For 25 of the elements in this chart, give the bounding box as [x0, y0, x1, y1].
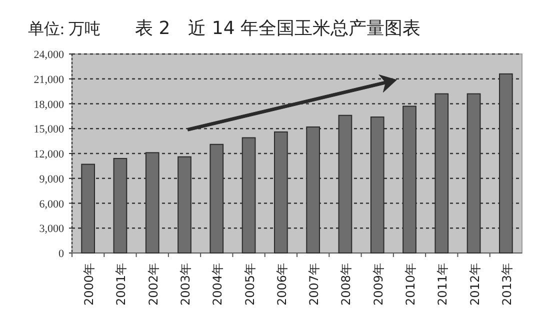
y-tick-label: 24,000: [34, 49, 64, 61]
x-tick-label: 2006年: [274, 263, 289, 306]
y-tick-label: 21,000: [34, 74, 64, 86]
y-axis-title: 单位: 万吨: [28, 20, 100, 38]
x-tick-label: 2013年: [500, 263, 514, 306]
y-tick-label: 15,000: [34, 124, 64, 136]
x-tick-label: 2004年: [210, 263, 225, 306]
x-tick-label: 2005年: [242, 263, 257, 306]
y-tick-label: 6,000: [39, 198, 64, 210]
chart-title: 表 2 近 14 年全国玉米总产量图表: [135, 18, 421, 39]
x-tick-label: 2001年: [114, 263, 128, 306]
x-tick-label: 2003年: [178, 263, 192, 306]
x-tick-label: 2010年: [404, 263, 418, 306]
y-tick-label: 3,000: [39, 223, 64, 236]
y-tick-label: 9,000: [39, 173, 64, 186]
x-tick-label: 2008年: [339, 263, 354, 306]
y-tick-label: 12,000: [34, 148, 64, 160]
y-tick-label: 0: [58, 248, 64, 260]
x-tick-label: 2012年: [468, 263, 482, 306]
y-tick-label: 18,000: [34, 98, 64, 111]
x-tick-label: 2009年: [371, 263, 386, 306]
x-tick-label: 2011年: [436, 263, 450, 306]
x-tick-label: 2002年: [146, 263, 160, 306]
x-tick-label: 2007年: [307, 263, 322, 306]
x-tick-label: 2000年: [82, 263, 96, 306]
